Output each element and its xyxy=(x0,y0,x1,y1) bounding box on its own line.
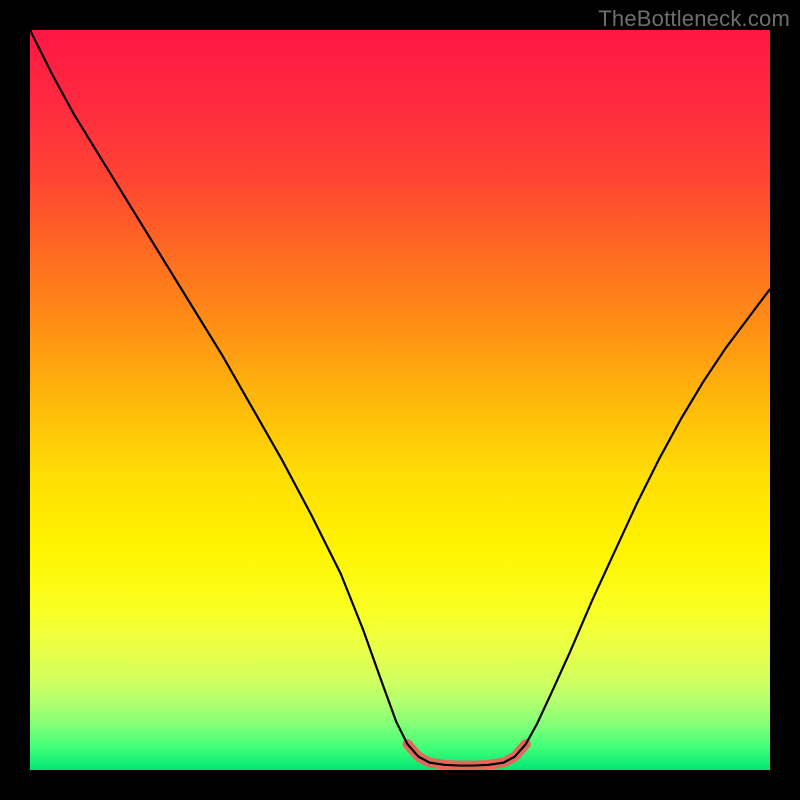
chart-svg xyxy=(30,30,770,770)
watermark-text: TheBottleneck.com xyxy=(598,6,790,32)
chart-container: TheBottleneck.com xyxy=(0,0,800,800)
gradient-background xyxy=(30,30,770,770)
plot-area xyxy=(30,30,770,770)
